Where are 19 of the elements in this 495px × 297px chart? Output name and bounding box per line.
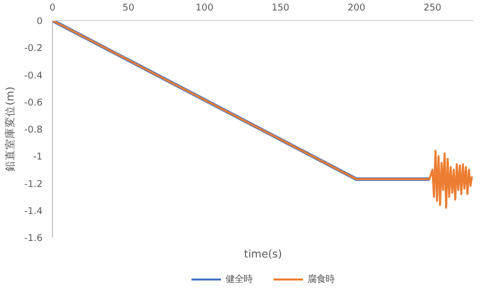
x-tick-label: 250 [424,2,442,14]
legend-label: 健全時 [226,272,252,286]
y-tick-label: -1.2 [24,178,42,190]
y-tick-label: -1 [33,152,43,163]
x-axis-title: time(s) [244,248,282,260]
y-tick-label: 0 [36,16,43,27]
y-tick-label: -1.6 [24,233,43,244]
y-tick-label: -0.4 [24,70,43,82]
y-tick-label: -1.4 [24,206,43,217]
y-tick-label: -0.2 [24,43,42,54]
y-axis-title: 鉛直室庫変位(m) [3,86,16,172]
x-tick-label: 150 [272,2,290,14]
x-tick-label: 50 [122,2,134,14]
legend-label: 腐食時 [308,272,334,286]
x-tick-label: 200 [348,2,366,14]
x-tick-label: 0 [50,2,56,14]
y-tick-label: -0.6 [24,97,43,108]
x-tick-label: 100 [196,2,214,14]
y-tick-label: -0.8 [24,124,43,136]
